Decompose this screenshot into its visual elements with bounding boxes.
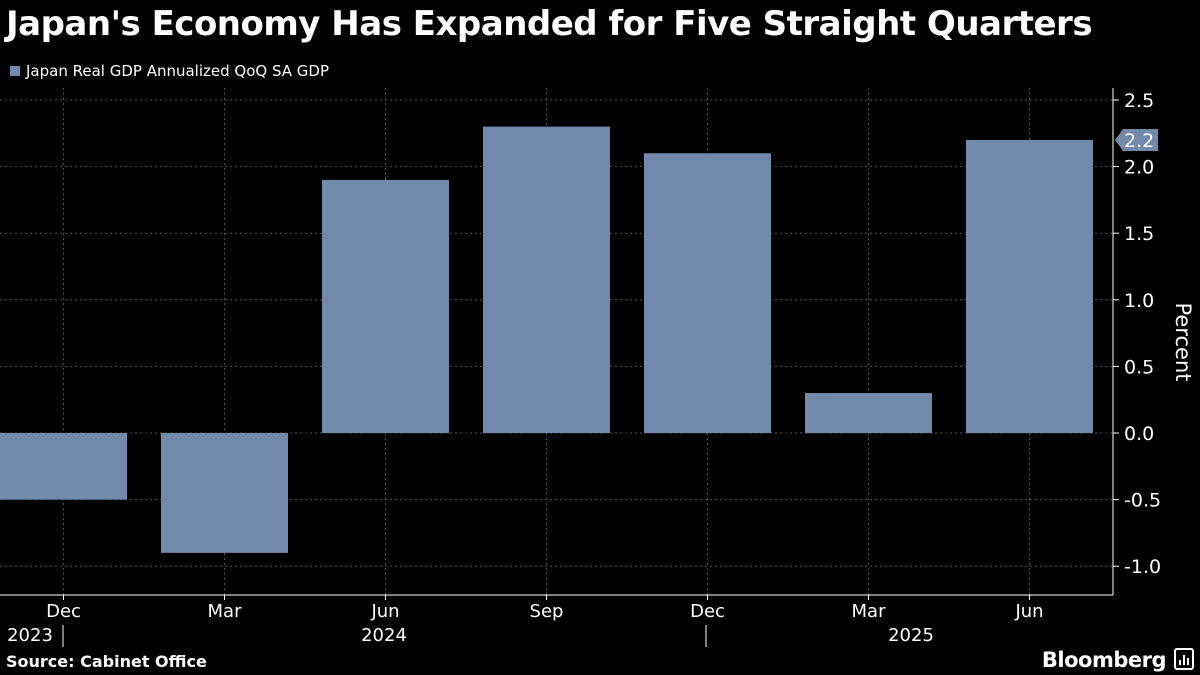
- x-tick-label: Dec: [46, 601, 81, 622]
- x-tick-label: Mar: [852, 601, 887, 622]
- y-tick-label: 2.0: [1124, 157, 1154, 179]
- x-year-label: 2024: [361, 625, 407, 646]
- legend: Japan Real GDP Annualized QoQ SA GDP: [10, 62, 329, 80]
- y-tick-label: 2.5: [1124, 90, 1154, 112]
- last-value-tag: [1115, 128, 1158, 151]
- x-tick-label: Mar: [208, 601, 243, 622]
- x-year-label: 2025: [888, 625, 934, 646]
- bar: [483, 126, 610, 433]
- y-tick-label: 0.5: [1124, 356, 1154, 378]
- legend-swatch: [10, 66, 20, 76]
- x-year-label: 2023: [7, 625, 53, 646]
- bar: [805, 393, 932, 433]
- legend-label: Japan Real GDP Annualized QoQ SA GDP: [26, 62, 330, 80]
- bar: [322, 179, 449, 433]
- x-tick-label: Sep: [530, 601, 564, 622]
- source-note: Source: Cabinet Office: [6, 652, 207, 671]
- y-tick-label: 1.5: [1124, 223, 1154, 245]
- bar: [644, 153, 771, 433]
- chart-title: Japan's Economy Has Expanded for Five St…: [6, 4, 1093, 44]
- y-tick-label: 0.0: [1124, 423, 1154, 445]
- y-tick-label: 1.0: [1124, 290, 1154, 312]
- bar: [161, 433, 288, 553]
- y-tick-label: -0.5: [1124, 490, 1161, 512]
- x-tick-label: Jun: [1014, 601, 1043, 622]
- bloomberg-chart-icon: [1174, 648, 1194, 670]
- bar: [0, 433, 127, 500]
- last-value-label: 2.2: [1124, 130, 1154, 152]
- x-tick-label: Jun: [370, 601, 399, 622]
- bloomberg-logo: Bloomberg: [1041, 648, 1167, 672]
- bar: [966, 139, 1093, 433]
- y-axis-title: Percent: [1171, 302, 1195, 381]
- x-tick-label: Dec: [690, 601, 725, 622]
- y-tick-label: -1.0: [1124, 556, 1161, 578]
